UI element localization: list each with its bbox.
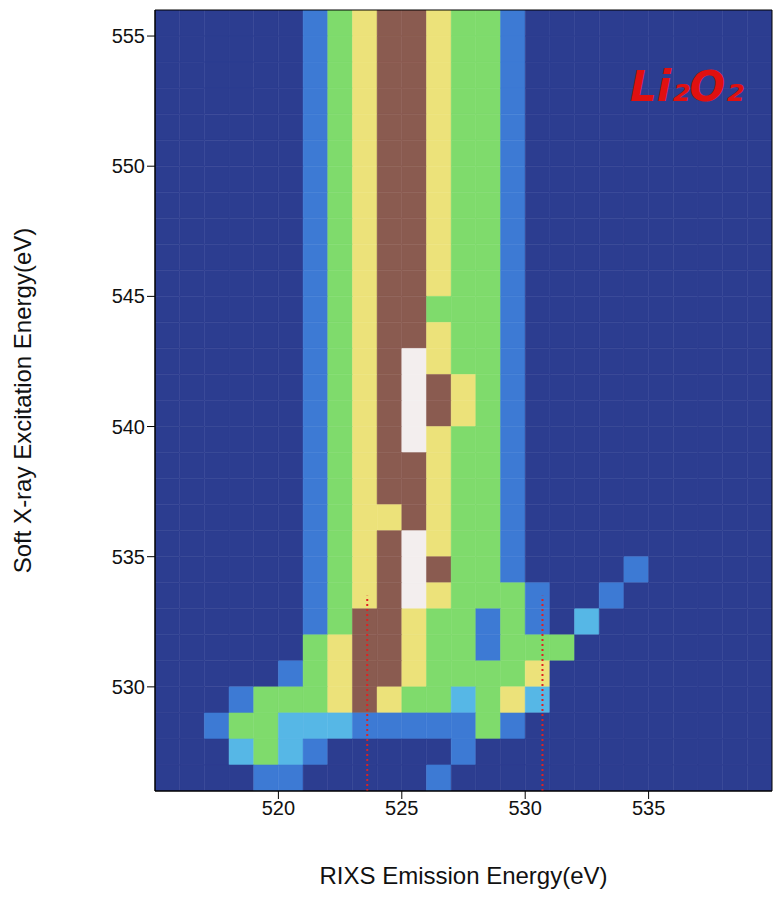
svg-text:530: 530 <box>112 676 145 698</box>
svg-text:Soft X-ray Excitation Energy(e: Soft X-ray Excitation Energy(eV) <box>9 228 36 573</box>
html-text:Li₂O₂: Li₂O₂ <box>630 62 744 111</box>
svg-text:550: 550 <box>112 155 145 177</box>
svg-text:525: 525 <box>385 797 418 819</box>
svg-text:540: 540 <box>112 416 145 438</box>
svg-text:520: 520 <box>262 797 295 819</box>
svg-text:535: 535 <box>112 546 145 568</box>
svg-text:535: 535 <box>632 797 665 819</box>
svg-text:RIXS Emission Energy(eV): RIXS Emission Energy(eV) <box>319 862 607 889</box>
svg-text:555: 555 <box>112 25 145 47</box>
svg-text:545: 545 <box>112 285 145 307</box>
svg-text:530: 530 <box>509 797 542 819</box>
